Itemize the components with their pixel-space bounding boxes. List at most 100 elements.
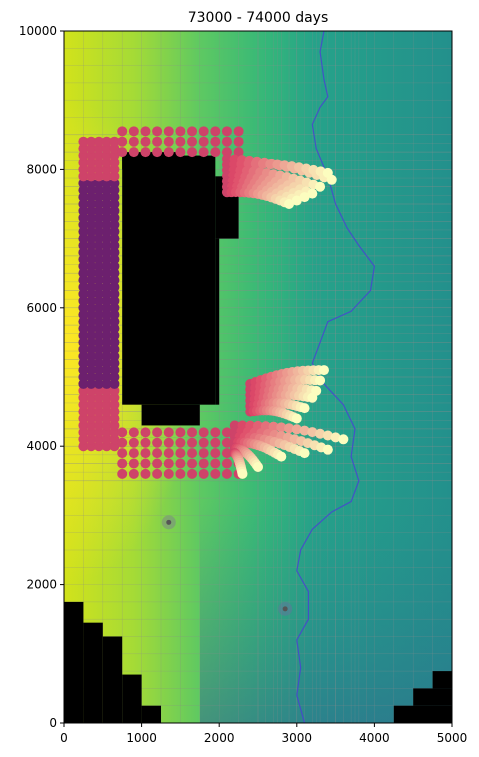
pathline-point — [175, 137, 185, 147]
pathline-point — [140, 137, 150, 147]
y-tick-label: 0 — [49, 716, 57, 730]
y-axis: 0 2000 4000 6000 8000 10000 — [19, 24, 64, 730]
x-tick-label: 4000 — [359, 731, 390, 745]
pathline-point — [187, 137, 197, 147]
pathline-point — [187, 147, 197, 157]
pathline-point — [199, 448, 209, 458]
well-marker-center — [283, 606, 288, 611]
pathline-point — [210, 126, 220, 136]
pathline-point — [222, 137, 232, 147]
pathline-point — [199, 469, 209, 479]
pathline-point — [234, 126, 244, 136]
pathline-point — [234, 137, 244, 147]
pathline-point — [199, 438, 209, 448]
inactive-cell — [83, 623, 102, 723]
pathline-point — [140, 459, 150, 469]
inactive-cell — [433, 671, 452, 688]
pathline-point — [199, 427, 209, 437]
pathline-point — [129, 469, 139, 479]
pathline-point — [199, 126, 209, 136]
pathline-point — [315, 182, 325, 192]
well-marker-center — [166, 520, 171, 525]
pathline-point — [199, 459, 209, 469]
pathline-point — [152, 126, 162, 136]
pathline-point — [164, 469, 174, 479]
pathline-point — [187, 448, 197, 458]
pathline-point — [199, 137, 209, 147]
chart-title: 73000 - 74000 days — [188, 10, 329, 26]
pathline-point — [187, 126, 197, 136]
pathline-point — [164, 459, 174, 469]
inactive-cell — [103, 637, 122, 724]
pathline-point — [222, 469, 232, 479]
pathline-point — [152, 137, 162, 147]
y-tick-label: 4000 — [26, 439, 57, 453]
pathline-point — [117, 438, 127, 448]
y-tick-label: 10000 — [19, 24, 57, 38]
pathline-point — [253, 462, 263, 472]
pathline-point — [175, 126, 185, 136]
pathline-point — [129, 126, 139, 136]
x-tick-label: 0 — [60, 731, 68, 745]
pathline-point — [222, 126, 232, 136]
pathline-point — [117, 448, 127, 458]
pathline-point — [210, 469, 220, 479]
pathline-point — [152, 459, 162, 469]
pathline-point — [129, 459, 139, 469]
pathline-point — [323, 445, 333, 455]
pathline-point — [152, 147, 162, 157]
pathline-point — [175, 147, 185, 157]
pathline-point — [222, 459, 232, 469]
pathline-point — [210, 448, 220, 458]
pathline-point — [175, 438, 185, 448]
x-tick-label: 5000 — [437, 731, 468, 745]
pathline-point — [117, 137, 127, 147]
pathline-point — [164, 126, 174, 136]
pathline-point — [175, 459, 185, 469]
inactive-cell — [215, 239, 219, 405]
pathline-point — [187, 427, 197, 437]
pathline-point — [140, 469, 150, 479]
pathline-point — [117, 459, 127, 469]
pathline-point — [129, 448, 139, 458]
inactive-cell — [142, 706, 161, 723]
x-tick-label: 3000 — [282, 731, 313, 745]
y-tick-label: 2000 — [26, 578, 57, 592]
pathline-point — [117, 126, 127, 136]
pathline-point — [210, 459, 220, 469]
plot-area — [64, 31, 452, 723]
pathline-point — [140, 438, 150, 448]
pathline-point — [187, 459, 197, 469]
pathline-point — [140, 126, 150, 136]
pathline-point — [117, 469, 127, 479]
pathline-point — [129, 137, 139, 147]
inactive-cell — [122, 156, 215, 405]
pathline-point — [210, 427, 220, 437]
pathline-point — [117, 427, 127, 437]
pathline-point — [199, 147, 209, 157]
pathline-point — [164, 448, 174, 458]
pathline-point — [284, 199, 294, 209]
pathline-point — [210, 147, 220, 157]
pathline-point — [319, 365, 329, 375]
pathline-point — [292, 414, 302, 424]
pathline-point — [129, 427, 139, 437]
pathline-point — [315, 375, 325, 385]
pathline-point — [175, 469, 185, 479]
pathline-point — [210, 137, 220, 147]
pathline-point — [300, 448, 310, 458]
pathline-point — [300, 403, 310, 413]
pathline-point — [129, 147, 139, 157]
x-tick-label: 2000 — [204, 731, 235, 745]
pathline-point — [164, 137, 174, 147]
y-tick-label: 6000 — [26, 301, 57, 315]
inactive-cell — [64, 602, 83, 723]
pathline-point — [237, 469, 247, 479]
pathline-point — [323, 168, 333, 178]
pathline-point — [129, 438, 139, 448]
pathline-point — [187, 469, 197, 479]
pathline-point — [307, 393, 317, 403]
x-tick-label: 1000 — [126, 731, 157, 745]
y-tick-label: 8000 — [26, 162, 57, 176]
